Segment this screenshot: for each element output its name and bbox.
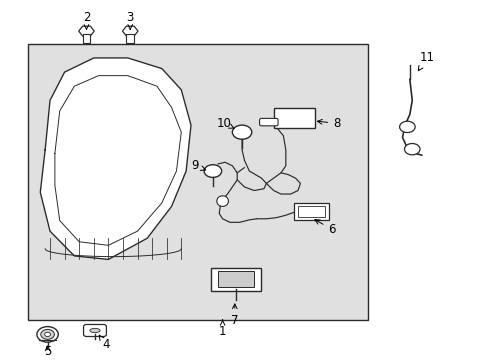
Text: 11: 11 [417, 51, 433, 71]
Circle shape [232, 125, 251, 139]
FancyBboxPatch shape [259, 118, 278, 126]
Text: 5: 5 [44, 345, 51, 358]
Ellipse shape [90, 328, 100, 333]
Bar [297, 206, 324, 217]
Circle shape [404, 144, 419, 155]
Bar [218, 271, 253, 287]
Text: 10: 10 [216, 117, 234, 130]
Bar [28, 44, 368, 320]
FancyBboxPatch shape [83, 324, 106, 337]
Ellipse shape [216, 196, 228, 206]
Text: 8: 8 [317, 117, 340, 130]
Text: 2: 2 [82, 11, 90, 30]
Circle shape [41, 329, 54, 339]
FancyBboxPatch shape [274, 108, 314, 128]
Bar [82, 34, 90, 43]
Text: 3: 3 [126, 11, 134, 30]
Circle shape [203, 165, 221, 177]
Text: 6: 6 [314, 220, 335, 236]
Bar [126, 34, 134, 43]
Text: 1: 1 [219, 320, 226, 338]
Circle shape [37, 327, 58, 342]
Text: 9: 9 [191, 159, 205, 172]
Circle shape [399, 121, 414, 132]
Text: 7: 7 [230, 304, 238, 327]
Polygon shape [40, 58, 191, 260]
FancyBboxPatch shape [293, 203, 328, 220]
FancyBboxPatch shape [211, 268, 260, 291]
Text: 4: 4 [99, 335, 109, 351]
Circle shape [44, 332, 50, 337]
